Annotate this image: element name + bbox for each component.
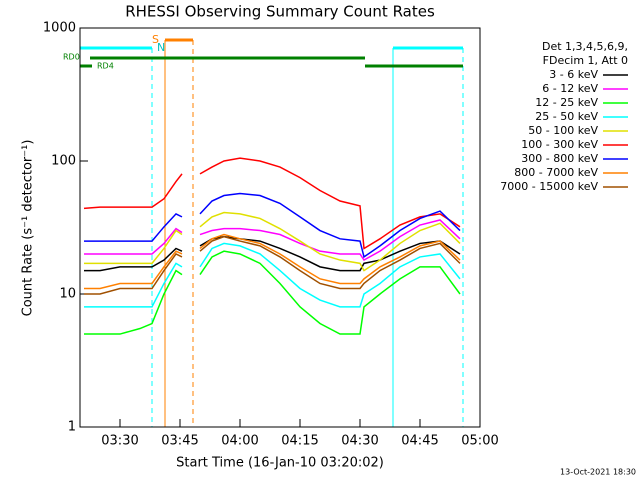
series-line bbox=[199, 192, 461, 259]
series-line bbox=[84, 227, 183, 255]
series-line bbox=[84, 253, 183, 295]
x-tick-label: 03:45 bbox=[161, 434, 198, 449]
series-line bbox=[84, 247, 183, 272]
y-tick-label: 1 bbox=[68, 420, 76, 435]
legend-label: 7000 - 15000 keV bbox=[500, 180, 598, 193]
annotation: RD4 bbox=[97, 62, 114, 71]
legend-title: Det 1,3,4,5,6,9, bbox=[542, 40, 628, 53]
annotation: RD0 bbox=[63, 53, 80, 62]
legend-label: 50 - 100 keV bbox=[528, 124, 598, 137]
legend-label: 800 - 7000 keV bbox=[514, 166, 598, 179]
series-line bbox=[84, 262, 183, 308]
timestamp: 13-Oct-2021 18:30 bbox=[560, 468, 636, 477]
series-line bbox=[84, 269, 183, 335]
legend-label: 300 - 800 keV bbox=[521, 152, 598, 165]
x-axis-label: Start Time (16-Jan-10 03:20:02) bbox=[176, 456, 384, 471]
series-line bbox=[199, 235, 461, 290]
series-line bbox=[199, 250, 461, 335]
series-line bbox=[199, 235, 461, 272]
chart-title: RHESSI Observing Summary Count Rates bbox=[125, 3, 435, 21]
series-line bbox=[199, 233, 461, 285]
annotation: N bbox=[157, 41, 165, 54]
x-tick-label: 03:30 bbox=[101, 434, 138, 449]
x-tick-label: 04:45 bbox=[401, 434, 438, 449]
x-tick-label: 04:30 bbox=[341, 434, 378, 449]
annotation: S bbox=[152, 33, 159, 46]
legend-title: FDecim 1, Att 0 bbox=[543, 54, 628, 67]
x-tick-label: 05:00 bbox=[461, 434, 498, 449]
series-line bbox=[199, 157, 461, 250]
series-line bbox=[199, 211, 461, 272]
legend-label: 6 - 12 keV bbox=[542, 82, 598, 95]
y-tick-label: 100 bbox=[51, 154, 76, 169]
x-tick-label: 04:00 bbox=[221, 434, 258, 449]
legend-label: 3 - 6 keV bbox=[549, 68, 598, 81]
legend-label: 12 - 25 keV bbox=[535, 96, 598, 109]
y-tick-label: 1000 bbox=[43, 21, 76, 36]
plot-frame bbox=[79, 27, 481, 428]
x-tick-label: 04:15 bbox=[281, 434, 318, 449]
series-line bbox=[84, 229, 183, 265]
series-line bbox=[84, 250, 183, 290]
state-bars bbox=[80, 38, 464, 427]
legend-label: 100 - 300 keV bbox=[521, 138, 598, 151]
series-line bbox=[199, 219, 461, 262]
series-line bbox=[199, 242, 461, 308]
series-line bbox=[84, 213, 183, 242]
legend-label: 25 - 50 keV bbox=[535, 110, 598, 123]
series-line bbox=[83, 173, 183, 210]
y-axis-label: Count Rate (s⁻¹ detector⁻¹) bbox=[21, 140, 36, 317]
y-tick-label: 10 bbox=[59, 287, 76, 302]
